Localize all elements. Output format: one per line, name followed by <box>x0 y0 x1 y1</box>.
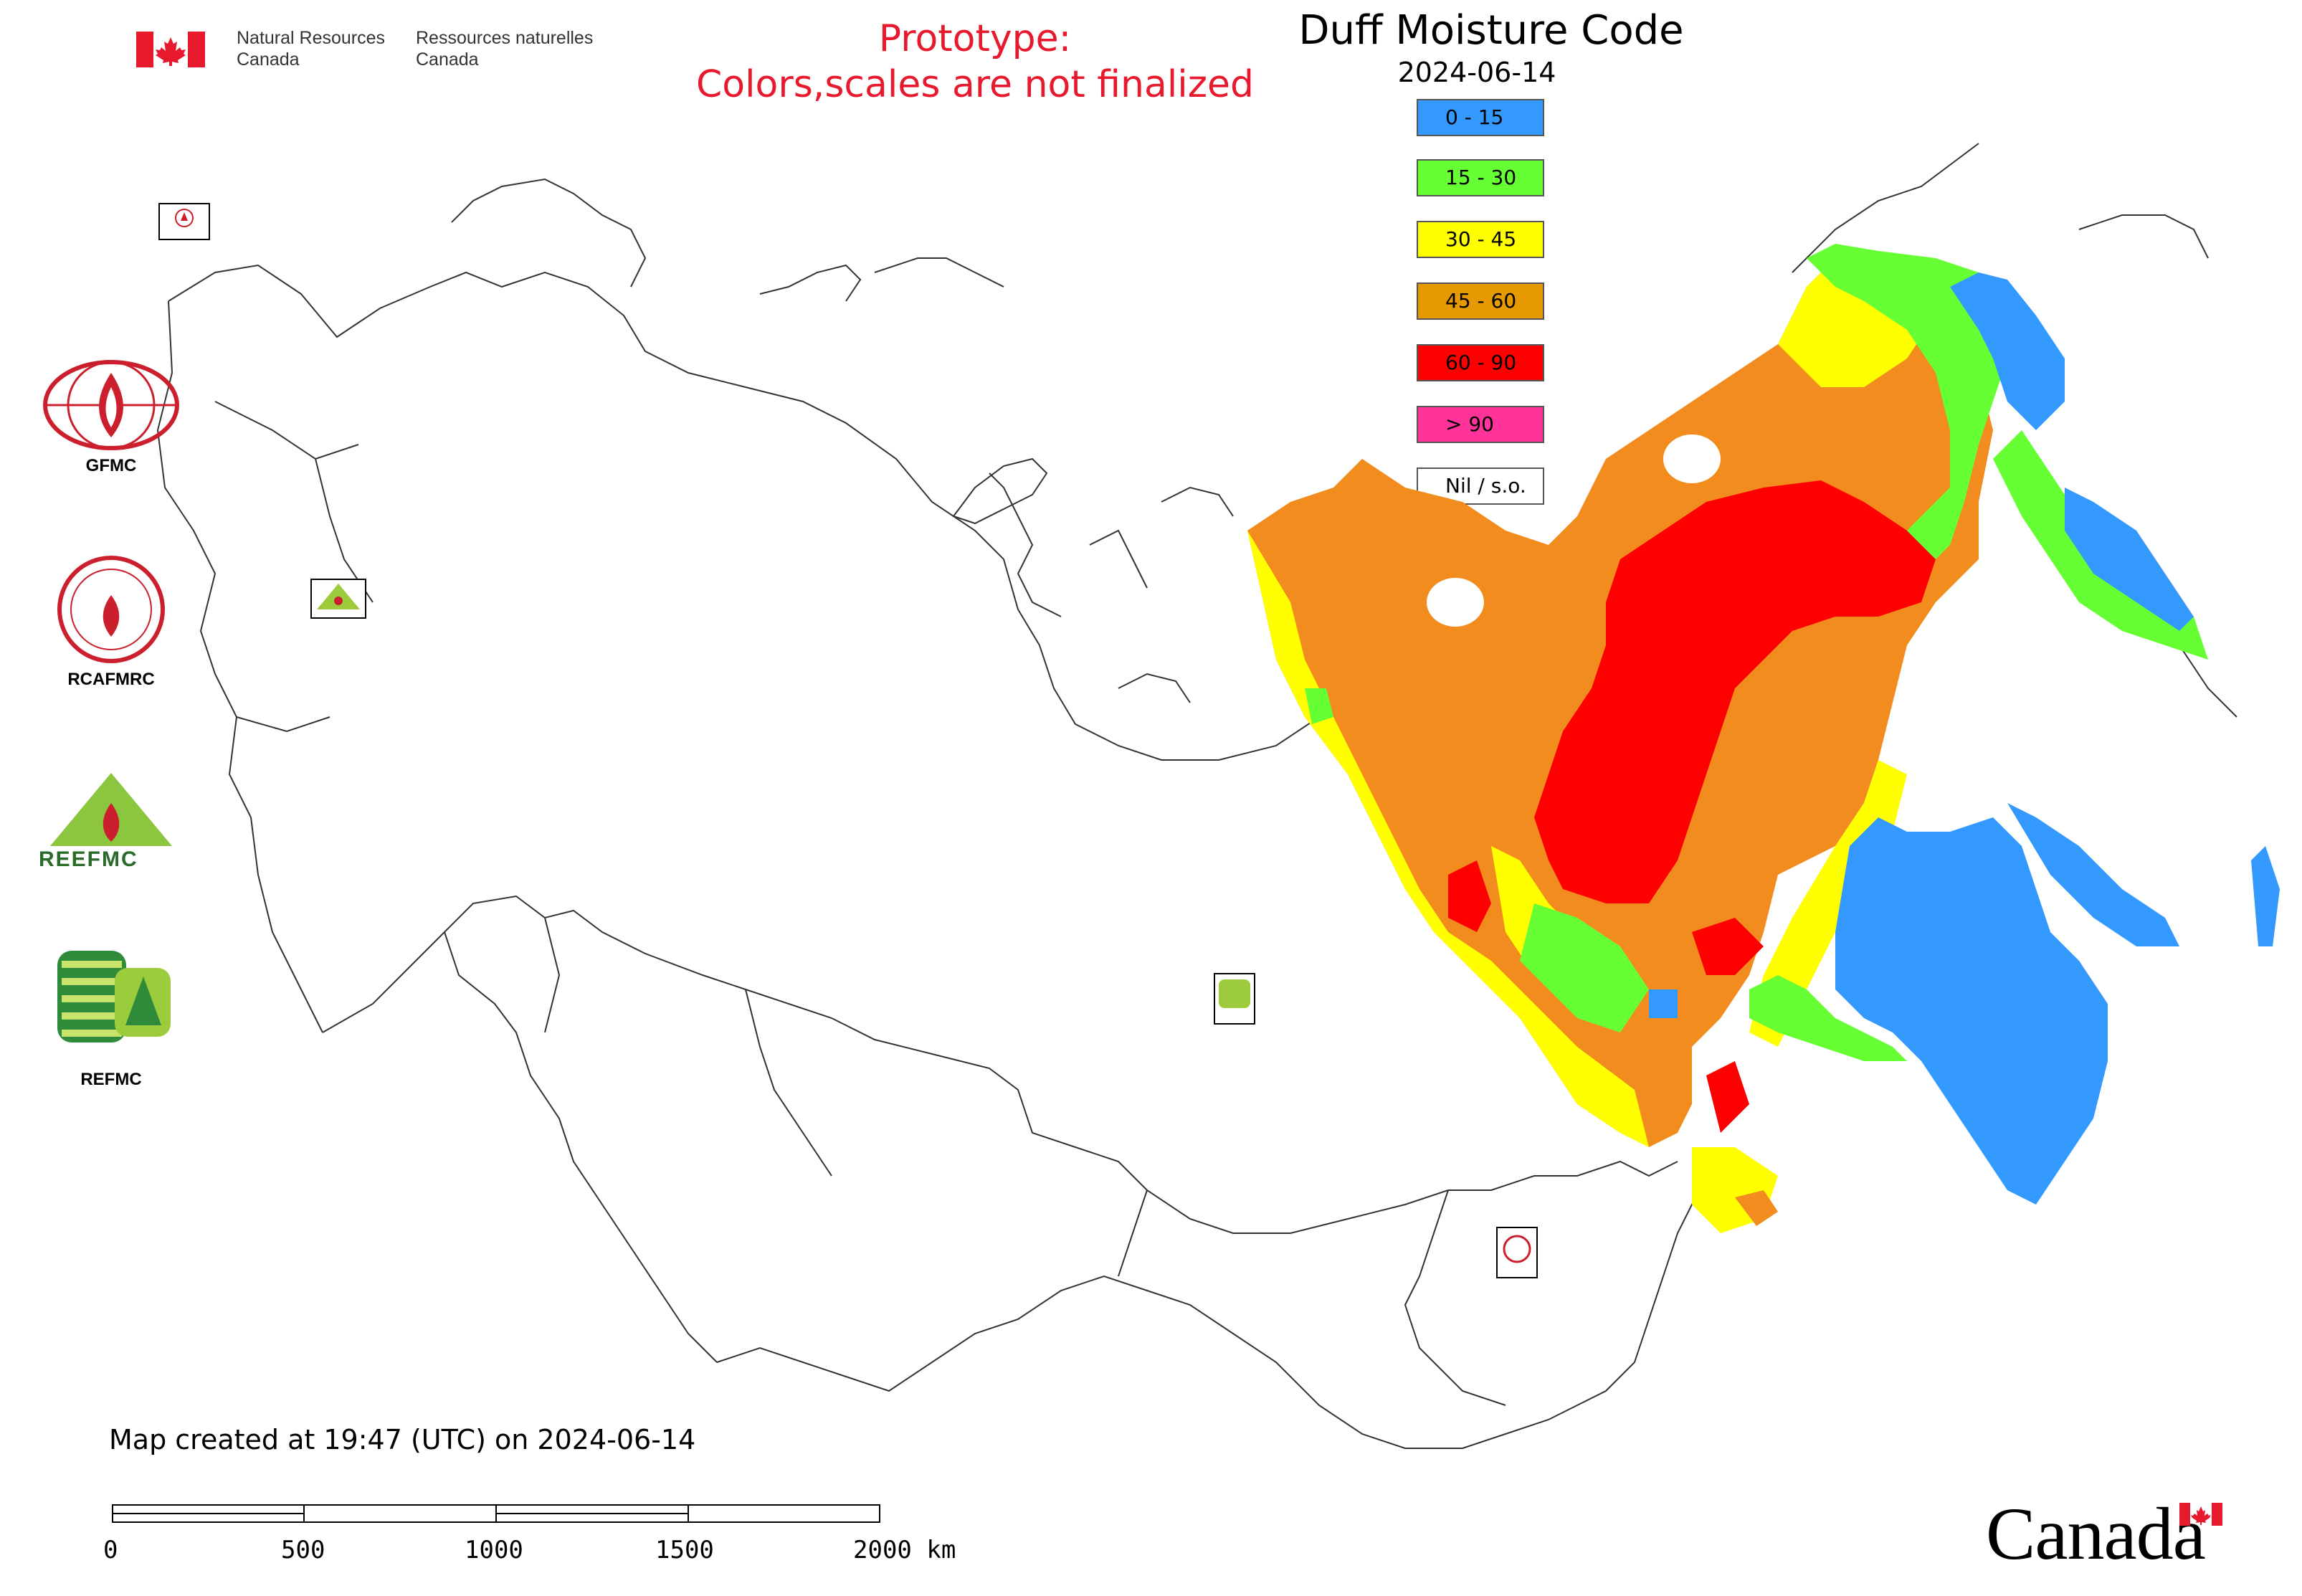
scale-label-1000: 1000 <box>465 1536 523 1564</box>
map-title: Duff Moisture Code <box>1298 7 1684 54</box>
legend-item-nil: Nil / s.o. <box>1417 467 1544 505</box>
dmc-raster <box>1247 244 2280 1233</box>
scale-label-500: 500 <box>281 1536 325 1564</box>
legend-item-60-90: 60 - 90 <box>1417 344 1544 381</box>
inmap-logo-rcafmrc <box>1496 1227 1538 1278</box>
inmap-logo-refmc <box>1214 973 1255 1025</box>
legend-item-30-45: 30 - 45 <box>1417 221 1544 258</box>
dmc-map <box>156 143 2280 1449</box>
legend-item-15-30: 15 - 30 <box>1417 159 1544 196</box>
canada-flag-icon <box>136 32 205 67</box>
refmc-logo-icon <box>57 951 171 1042</box>
legend-item-0-15: 0 - 15 <box>1417 99 1544 136</box>
rcafmrc-label: RCAFMRC <box>67 670 155 689</box>
gfmc-label: GFMC <box>85 456 137 475</box>
map-date: 2024-06-14 <box>1397 57 1556 88</box>
wordmark-flag-icon <box>2179 1503 2222 1526</box>
canada-wordmark: Canada <box>1986 1493 2206 1575</box>
scale-label-2000km: 2000 km <box>853 1536 956 1564</box>
reefmc-logo-icon <box>43 773 179 863</box>
scale-label-1500: 1500 <box>655 1536 714 1564</box>
map-created-note: Map created at 19:47 (UTC) on 2024-06-14 <box>109 1424 696 1455</box>
inmap-logo-reefmc <box>310 579 366 619</box>
rcafmrc-logo-icon <box>57 556 165 663</box>
scale-label-0: 0 <box>103 1536 118 1564</box>
refmc-label: REFMC <box>80 1070 142 1089</box>
reefmc-logo-text: REEFMC <box>39 847 138 871</box>
org-name-fr: Ressources naturelles Canada <box>416 28 594 70</box>
legend-item-gt-90: > 90 <box>1417 406 1544 443</box>
scale-bar <box>112 1504 880 1523</box>
legend-item-45-60: 45 - 60 <box>1417 282 1544 320</box>
org-name-en: Natural Resources Canada <box>237 28 386 70</box>
inmap-logo-gfmc <box>158 203 210 240</box>
prototype-notice: Prototype: Colors,scales are not finaliz… <box>695 17 1255 106</box>
gfmc-logo-icon <box>43 360 179 450</box>
